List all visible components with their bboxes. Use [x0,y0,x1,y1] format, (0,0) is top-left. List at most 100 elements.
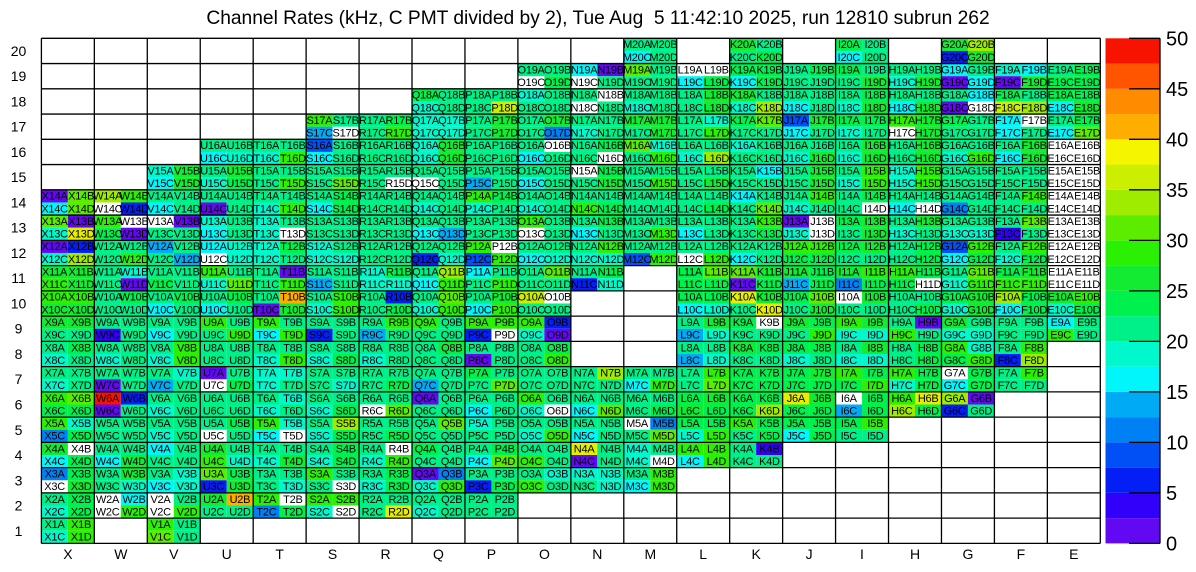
svg-text:L11D: L11D [704,279,729,291]
svg-text:H6D: H6D [918,405,940,417]
svg-text:L15A: L15A [678,166,704,178]
svg-text:U2D: U2D [229,506,251,518]
svg-text:M5A: M5A [626,418,649,430]
svg-text:F10D: F10D [1021,304,1047,316]
svg-text:S9C: S9C [309,330,330,342]
svg-text:P15C: P15C [465,178,492,190]
svg-text:U7B: U7B [230,368,251,380]
svg-text:E10B: E10B [1074,292,1100,304]
svg-text:O12C: O12C [517,254,545,266]
svg-text:O3C: O3C [520,481,542,493]
svg-text:X11D: X11D [68,279,94,291]
svg-text:H12D: H12D [915,254,942,266]
svg-text:L17C: L17C [677,128,703,140]
svg-text:M19B: M19B [650,65,678,77]
svg-text:V11C: V11C [148,279,174,291]
svg-text:M15C: M15C [623,178,652,190]
svg-text:R4B: R4B [388,443,409,455]
svg-text:J17A: J17A [784,115,809,127]
svg-text:M7B: M7B [653,368,675,380]
svg-text:J: J [806,546,813,562]
svg-text:I19C: I19C [838,77,861,89]
svg-text:K12D: K12D [756,254,783,266]
svg-text:Q14A: Q14A [412,191,440,203]
svg-text:E11B: E11B [1075,267,1100,279]
svg-text:Q11D: Q11D [438,279,465,291]
svg-text:L16D: L16D [704,153,730,165]
svg-text:T8B: T8B [283,342,302,354]
svg-text:J6C: J6C [786,405,805,417]
svg-text:R13B: R13B [386,216,413,228]
svg-text:S17A: S17A [306,115,333,127]
svg-text:X9A: X9A [45,317,66,329]
svg-text:L12C: L12C [677,254,703,266]
svg-text:K14C: K14C [730,203,757,215]
svg-text:S2A: S2A [309,494,330,506]
svg-text:O12A: O12A [518,241,546,253]
svg-text:X4C: X4C [44,456,65,468]
svg-text:15: 15 [1166,382,1188,404]
svg-text:I15D: I15D [864,178,887,190]
svg-text:V15D: V15D [174,178,201,190]
svg-text:N13C: N13C [571,229,598,241]
svg-text:M17C: M17C [623,128,652,140]
svg-text:K8C: K8C [733,355,754,367]
svg-text:R16D: R16D [385,153,412,165]
svg-text:S8D: S8D [335,355,356,367]
svg-text:E13A: E13A [1048,216,1075,228]
svg-text:E15A: E15A [1048,166,1075,178]
svg-text:I14B: I14B [864,191,886,203]
svg-text:E15B: E15B [1074,166,1100,178]
svg-text:U7C: U7C [203,380,225,392]
svg-text:V7C: V7C [150,380,171,392]
svg-text:M5C: M5C [626,431,649,443]
svg-text:F8B: F8B [1024,342,1043,354]
svg-text:U13C: U13C [200,229,227,241]
svg-text:M: M [644,546,656,562]
svg-text:T6C: T6C [256,405,276,417]
svg-text:R6A: R6A [362,393,384,405]
svg-text:L10C: L10C [677,304,703,316]
svg-text:M3A: M3A [626,469,649,481]
svg-text:N4C: N4C [573,456,595,468]
svg-text:W5B: W5B [123,418,146,430]
svg-text:K12B: K12B [756,241,782,253]
svg-text:U8B: U8B [230,342,251,354]
svg-text:H19D: H19D [915,77,942,89]
svg-text:I8B: I8B [867,342,883,354]
svg-text:H8B: H8B [918,342,939,354]
svg-text:G11B: G11B [968,267,994,279]
svg-text:M14D: M14D [649,203,678,215]
svg-text:K20D: K20D [756,52,783,64]
svg-text:H17C: H17C [888,128,915,140]
svg-text:V14D: V14D [174,203,201,215]
svg-text:J13C: J13C [784,229,809,241]
svg-text:I13B: I13B [864,216,886,228]
svg-text:U14D: U14D [226,203,253,215]
svg-text:T6A: T6A [257,393,277,405]
svg-text:P: P [487,546,496,562]
svg-text:X12B: X12B [68,241,94,253]
svg-text:T16A: T16A [254,140,280,152]
svg-text:U9D: U9D [229,330,251,342]
svg-text:R6B: R6B [388,393,409,405]
svg-text:P15B: P15B [492,166,518,178]
svg-text:H10B: H10B [915,292,942,304]
svg-text:J17B: J17B [810,115,834,127]
svg-text:T10A: T10A [254,292,280,304]
svg-text:S7D: S7D [335,380,356,392]
svg-text:K10C: K10C [730,304,757,316]
svg-text:P5A: P5A [468,418,489,430]
svg-text:J9B: J9B [813,317,831,329]
svg-text:R14A: R14A [359,191,386,203]
svg-text:H9A: H9A [891,317,913,329]
svg-text:H16C: H16C [888,153,915,165]
svg-text:V3D: V3D [177,481,198,493]
svg-text:P18C: P18C [465,102,492,114]
svg-text:O4D: O4D [547,456,569,468]
svg-text:3: 3 [15,472,23,488]
svg-text:P17C: P17C [465,128,492,140]
svg-text:H6A: H6A [891,393,913,405]
svg-text:J8B: J8B [813,342,831,354]
svg-text:K16A: K16A [730,140,757,152]
